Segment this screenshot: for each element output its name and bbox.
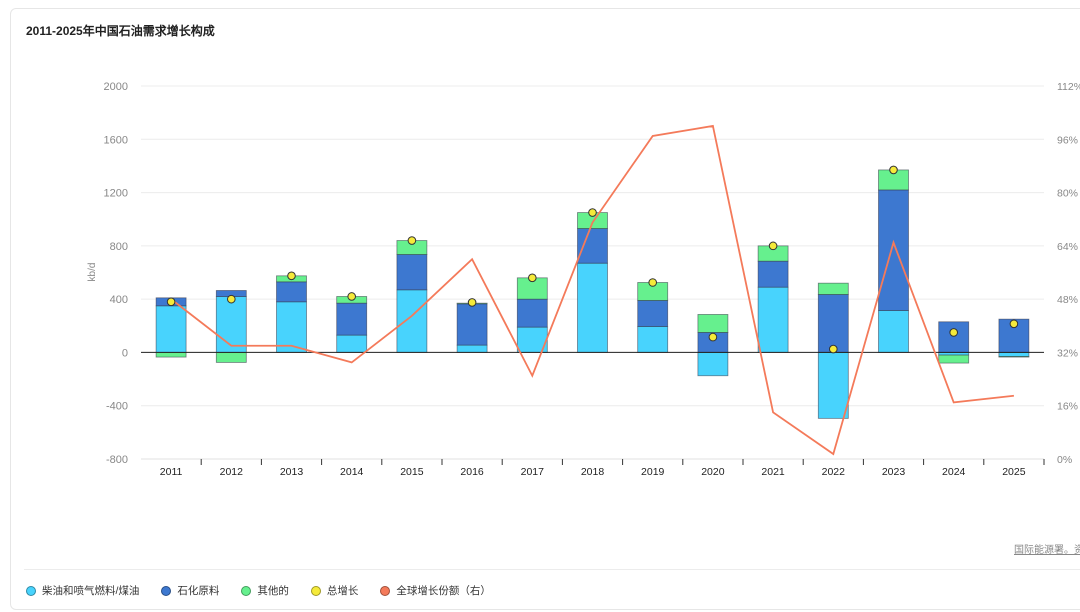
legend-swatch-icon: [161, 585, 172, 596]
total-growth-point: [949, 328, 959, 337]
bar-segment: [817, 294, 849, 353]
y2-tick-label: 96%: [1057, 134, 1078, 146]
legend-item[interactable]: 柴油和喷气燃料/煤油: [26, 583, 139, 598]
bar-segment: [456, 303, 488, 346]
bar-segment: [637, 326, 669, 353]
legend-item[interactable]: 全球增长份额（右）: [380, 583, 491, 598]
bar-segment: [998, 352, 1030, 357]
y-tick-label: -800: [106, 454, 128, 466]
bar-segment: [215, 296, 247, 353]
total-growth-point: [768, 241, 778, 251]
bar-segment: [878, 310, 909, 353]
y-tick-label: 400: [110, 294, 128, 306]
y-axis-label: kb/d: [87, 263, 98, 282]
y-tick-label: 800: [110, 241, 128, 253]
bar-segment: [878, 189, 909, 311]
total-growth-point: [588, 208, 597, 217]
y2-tick-label: 48%: [1057, 294, 1078, 306]
y-tick-label: -400: [106, 401, 128, 413]
legend-item[interactable]: 石化原料: [161, 583, 219, 598]
x-tick-label: 2015: [400, 466, 424, 478]
x-tick-label: 2011: [160, 466, 183, 478]
bar-segment: [155, 305, 187, 353]
total-growth-point: [166, 297, 176, 307]
x-tick-label: 2019: [641, 466, 665, 478]
y2-tick-label: 80%: [1057, 188, 1078, 200]
x-tick-label: 2018: [581, 466, 605, 478]
legend-label: 石化原料: [177, 585, 220, 597]
bar-segment: [757, 286, 789, 353]
legend-swatch-icon: [380, 585, 391, 596]
bar-segment: [396, 254, 428, 291]
legend-label: 全球增长份额（右）: [396, 585, 491, 597]
y2-tick-label: 64%: [1057, 241, 1078, 253]
bar-segment: [938, 321, 970, 353]
y2-tick-label: 112%: [1057, 81, 1080, 93]
chart-title: 2011-2025年中国石油需求增长构成: [26, 24, 215, 38]
total-growth-point: [407, 236, 417, 245]
bar-segment: [817, 282, 849, 295]
x-tick-label: 2016: [460, 466, 484, 478]
y2-tick-label: 32%: [1057, 347, 1078, 359]
bar-segment: [817, 352, 849, 419]
bar-segment: [276, 301, 307, 353]
bar-segment: [577, 228, 608, 264]
bar-segment: [155, 352, 187, 358]
bar-segment: [757, 260, 789, 288]
bar-segment: [998, 356, 1030, 358]
x-tick-label: 2025: [1002, 466, 1026, 478]
y-tick-label: 1600: [104, 134, 128, 146]
x-tick-label: 2024: [942, 466, 966, 478]
legend-label: 柴油和喷气燃料/煤油: [42, 585, 140, 597]
bar-segment: [396, 289, 428, 353]
x-tick-label: 2012: [220, 466, 244, 478]
x-tick-label: 2023: [882, 466, 906, 478]
legend-item[interactable]: 其他的: [241, 583, 289, 598]
y2-tick-label: 0%: [1057, 454, 1072, 466]
total-growth-point: [648, 278, 658, 287]
bar-segment: [637, 300, 669, 327]
total-growth-point: [528, 273, 537, 283]
total-growth-point: [829, 344, 838, 354]
source-link[interactable]: 国际能源署。资: [1014, 545, 1080, 556]
total-growth-point: [467, 298, 477, 307]
total-growth-point: [1009, 319, 1019, 329]
bar-segment: [938, 354, 970, 364]
x-tick-label: 2017: [521, 466, 545, 478]
total-growth-point: [287, 271, 296, 281]
bar-segment: [215, 352, 247, 363]
y2-tick-label: 16%: [1057, 401, 1078, 413]
bar-segment: [336, 334, 368, 353]
bar-segment: [336, 302, 368, 336]
total-growth-point: [889, 165, 898, 175]
legend-swatch-icon: [310, 585, 321, 596]
bar-segment: [697, 314, 729, 333]
legend-label: 其他的: [257, 585, 289, 597]
legend-divider: [24, 569, 1080, 570]
bar-segment: [516, 298, 548, 328]
total-growth-point: [708, 332, 718, 342]
legend-item[interactable]: 总增长: [310, 583, 359, 598]
legend: 柴油和喷气燃料/煤油 石化原料 其他的 总增长 全球增长份额（右）: [26, 583, 491, 598]
bar-segment: [276, 281, 307, 303]
total-growth-point: [227, 294, 236, 304]
x-tick-label: 2014: [340, 466, 364, 478]
x-tick-label: 2022: [822, 466, 846, 478]
bar-segment: [456, 344, 488, 353]
legend-swatch-icon: [241, 585, 252, 596]
x-tick-label: 2020: [701, 466, 725, 478]
y-tick-label: 2000: [104, 81, 128, 93]
total-growth-point: [347, 292, 357, 301]
x-tick-label: 2013: [280, 466, 304, 478]
legend-swatch-icon: [26, 585, 36, 596]
x-tick-label: 2021: [761, 466, 785, 478]
bar-segment: [577, 262, 608, 353]
legend-label: 总增长: [326, 585, 359, 597]
bar-segment: [697, 352, 729, 377]
y-tick-label: 0: [122, 347, 128, 359]
y-tick-label: 1200: [104, 188, 128, 200]
